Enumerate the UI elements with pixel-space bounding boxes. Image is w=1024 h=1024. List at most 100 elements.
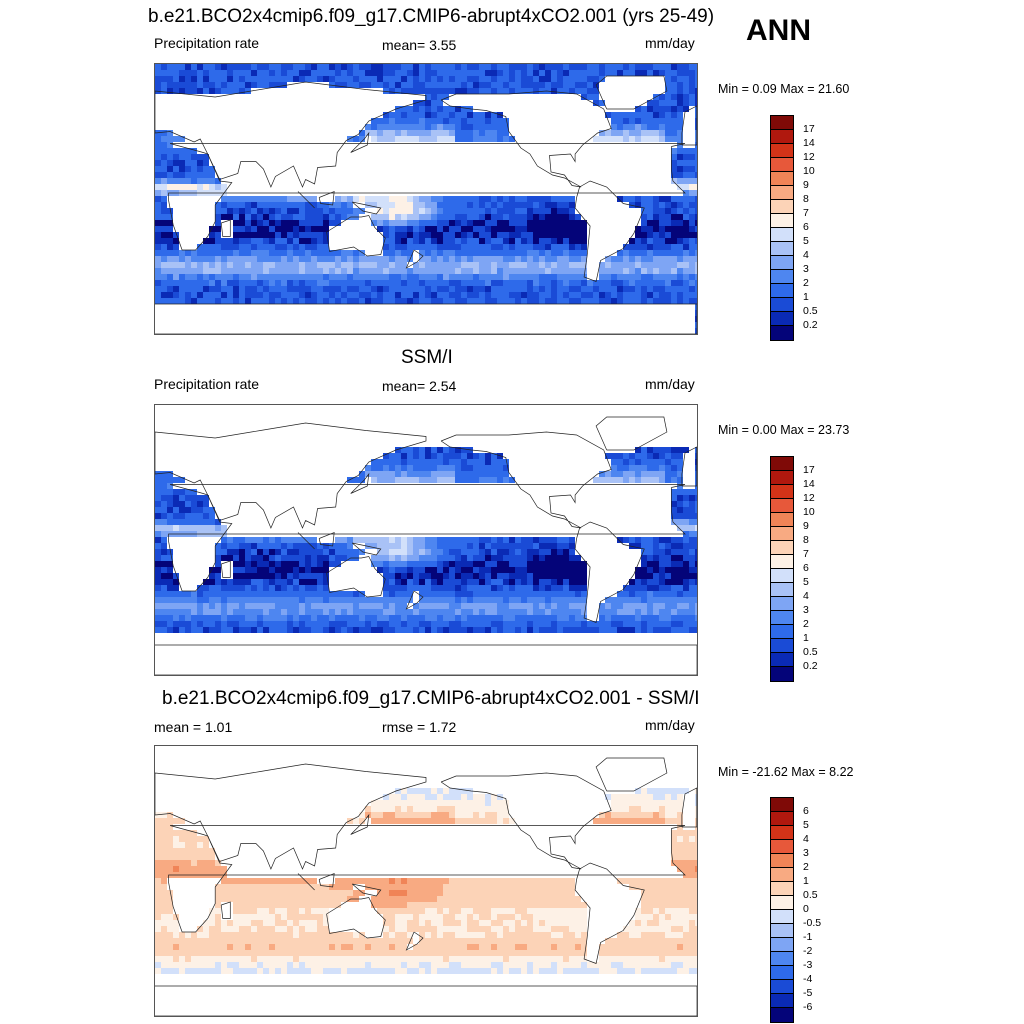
panel1-variable-label: Precipitation rate — [154, 35, 260, 51]
colorbar-swatch — [771, 144, 793, 158]
colorbar-swatch — [771, 994, 793, 1008]
colorbar-swatch — [771, 569, 793, 583]
colorbar-swatch — [771, 298, 793, 312]
coastline — [220, 901, 231, 919]
coastline — [168, 143, 686, 251]
panel2-map — [154, 404, 698, 676]
colorbar-swatch — [771, 555, 793, 569]
colorbar-tick-label: 5 — [803, 819, 809, 831]
colorbar-swatch — [771, 485, 793, 499]
colorbar-tick-label: 1 — [803, 291, 809, 303]
colorbar-swatch — [771, 471, 793, 485]
panel2-mean-label: mean= 2.54 — [382, 378, 457, 394]
colorbar-swatch — [771, 270, 793, 284]
panel1-colorbar — [770, 115, 794, 341]
colorbar-tick-label: 5 — [803, 576, 809, 588]
colorbar-swatch — [771, 882, 793, 896]
colorbar-tick-label: 5 — [803, 235, 809, 247]
colorbar-swatch — [771, 1008, 793, 1022]
colorbar-tick-label: 14 — [803, 478, 815, 490]
colorbar-swatch — [771, 200, 793, 214]
panel2-title: SSM/I — [401, 347, 453, 368]
panel3-title: b.e21.BCO2x4cmip6.f09_g17.CMIP6-abrupt4x… — [162, 688, 700, 709]
colorbar-tick-label: -2 — [803, 945, 813, 957]
colorbar-swatch — [771, 667, 793, 681]
coastline — [681, 446, 697, 487]
season-label: ANN — [746, 14, 811, 47]
coastline — [350, 472, 370, 494]
colorbar-tick-label: 7 — [803, 548, 809, 560]
colorbar-swatch — [771, 854, 793, 868]
colorbar-swatch — [771, 214, 793, 228]
colorbar-tick-label: -1 — [803, 931, 813, 943]
panel1-map — [154, 63, 698, 335]
coastline — [155, 81, 427, 188]
colorbar-tick-label: -4 — [803, 973, 813, 985]
colorbar-swatch — [771, 527, 793, 541]
colorbar-tick-label: 6 — [803, 562, 809, 574]
coastline — [318, 190, 335, 206]
colorbar-tick-label: 8 — [803, 534, 809, 546]
colorbar-swatch — [771, 284, 793, 298]
colorbar-tick-label: 3 — [803, 263, 809, 275]
colorbar-tick-label: -5 — [803, 987, 813, 999]
coastline — [350, 131, 370, 153]
panel3-minmax-label: Min = -21.62 Max = 8.22 — [718, 765, 854, 779]
colorbar-tick-label: 12 — [803, 492, 815, 504]
colorbar-swatch — [771, 938, 793, 952]
colorbar-swatch — [771, 513, 793, 527]
coastline — [297, 532, 315, 550]
coastline — [168, 484, 686, 592]
coastline — [405, 931, 424, 951]
colorbar-tick-label: 2 — [803, 277, 809, 289]
panel3-map — [154, 745, 698, 1017]
colorbar-swatch — [771, 541, 793, 555]
colorbar-swatch — [771, 896, 793, 910]
colorbar-tick-label: 2 — [803, 861, 809, 873]
colorbar-tick-label: -6 — [803, 1001, 813, 1013]
colorbar-swatch — [771, 116, 793, 130]
coastline — [574, 862, 645, 964]
colorbar-swatch — [771, 499, 793, 513]
colorbar-tick-label: 3 — [803, 847, 809, 859]
panel3-colorbar — [770, 797, 794, 1023]
colorbar-swatch — [771, 172, 793, 186]
colorbar-tick-label: 7 — [803, 207, 809, 219]
colorbar-swatch — [771, 611, 793, 625]
colorbar-tick-label: 3 — [803, 604, 809, 616]
colorbar-swatch — [771, 583, 793, 597]
colorbar-swatch — [771, 597, 793, 611]
panel2-minmax-label: Min = 0.00 Max = 23.73 — [718, 423, 850, 437]
colorbar-tick-label: 9 — [803, 179, 809, 191]
colorbar-swatch — [771, 312, 793, 326]
coastline — [155, 763, 427, 870]
colorbar-swatch — [771, 158, 793, 172]
map-field — [155, 757, 697, 1016]
panel3-units-label: mm/day — [645, 717, 695, 733]
panel1-title: b.e21.BCO2x4cmip6.f09_g17.CMIP6-abrupt4x… — [148, 6, 715, 27]
colorbar-tick-label: 12 — [803, 151, 815, 163]
colorbar-swatch — [771, 326, 793, 340]
colorbar-tick-label: 14 — [803, 137, 815, 149]
coastline — [595, 757, 668, 792]
colorbar-tick-label: 4 — [803, 590, 809, 602]
colorbar-tick-label: 4 — [803, 833, 809, 845]
colorbar-swatch — [771, 457, 793, 471]
colorbar-swatch — [771, 812, 793, 826]
colorbar-tick-label: 0.5 — [803, 889, 818, 901]
coastline — [155, 644, 697, 675]
colorbar-swatch — [771, 952, 793, 966]
colorbar-tick-label: 2 — [803, 618, 809, 630]
coastline — [326, 215, 386, 257]
colorbar-tick-label: 0.2 — [803, 319, 818, 331]
colorbar-swatch — [771, 868, 793, 882]
colorbar-swatch — [771, 798, 793, 812]
colorbar-swatch — [771, 980, 793, 994]
panel1-units-label: mm/day — [645, 35, 695, 51]
colorbar-tick-label: -3 — [803, 959, 813, 971]
coastline — [155, 422, 427, 529]
colorbar-tick-label: 6 — [803, 221, 809, 233]
panel3-mean-label: mean = 1.01 — [154, 719, 233, 735]
coastline — [574, 180, 645, 282]
colorbar-tick-label: 17 — [803, 123, 815, 135]
